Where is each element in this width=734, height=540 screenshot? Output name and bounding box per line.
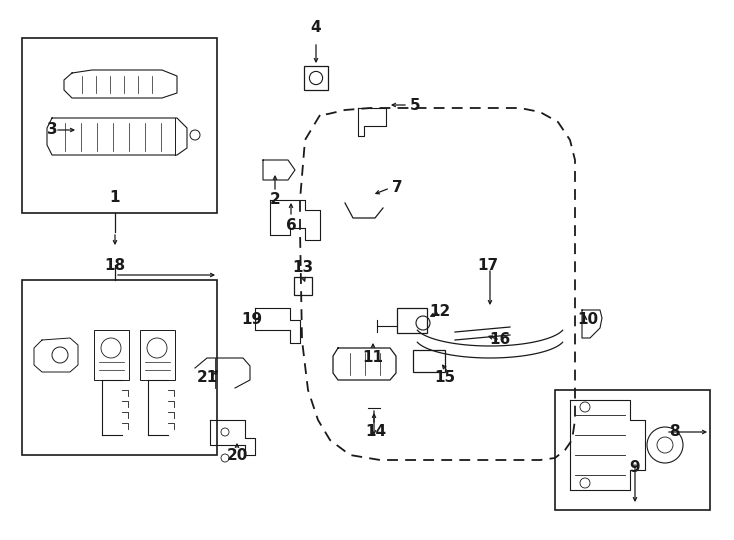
Text: 6: 6 (286, 218, 297, 233)
Text: 9: 9 (630, 461, 640, 476)
Text: 4: 4 (310, 21, 321, 36)
Text: 21: 21 (197, 370, 217, 386)
Text: 17: 17 (477, 258, 498, 273)
Text: 3: 3 (47, 123, 57, 138)
Text: 10: 10 (578, 313, 598, 327)
Text: 11: 11 (363, 350, 383, 366)
Text: 14: 14 (366, 424, 387, 440)
Bar (304, 66, 328, 90)
Bar (555, 390, 710, 510)
Bar (22, 280, 217, 455)
Text: 1: 1 (110, 191, 120, 206)
Bar (94, 330, 129, 380)
Text: 20: 20 (226, 448, 247, 462)
Text: 2: 2 (269, 192, 280, 207)
Text: 12: 12 (429, 305, 451, 320)
Text: 5: 5 (410, 98, 421, 112)
Text: 8: 8 (669, 424, 679, 440)
Text: 15: 15 (435, 370, 456, 386)
Bar (22, 38, 217, 213)
Text: 16: 16 (490, 333, 511, 348)
Text: 7: 7 (392, 180, 402, 195)
Bar (413, 350, 445, 372)
Text: 13: 13 (292, 260, 313, 275)
Bar (397, 308, 427, 333)
Text: 19: 19 (241, 313, 263, 327)
Text: 18: 18 (104, 258, 126, 273)
Bar (294, 277, 312, 295)
Bar (140, 330, 175, 380)
